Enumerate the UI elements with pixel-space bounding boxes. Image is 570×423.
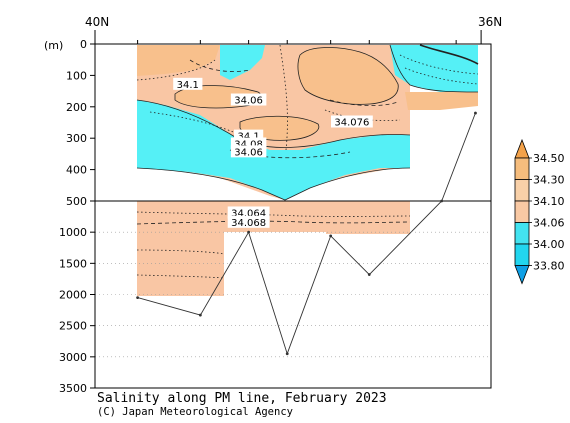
contour-label-bg (227, 215, 270, 228)
contour-dot-7 (136, 211, 411, 217)
contour-label: 34.06 (230, 145, 267, 158)
contour-dot-3 (279, 44, 288, 151)
contour-label: 34.06 (230, 93, 267, 107)
colorbar-label: 34.30 (533, 174, 565, 187)
fill-mid-lower-right (224, 201, 410, 234)
depth-tick-label: 3500 (59, 382, 87, 395)
sea-floor-point (136, 296, 140, 300)
axis-frame (94, 43, 492, 389)
contour-label: 34.068 (227, 215, 270, 229)
contour-label-text: 34.06 (234, 147, 263, 158)
contour-label-bg (230, 93, 267, 106)
plot-frame (94, 43, 492, 389)
contour-label-bg (330, 115, 373, 128)
contour-label: 34.1 (173, 77, 203, 91)
colorbar-top-arrow (514, 138, 530, 159)
colorbar-label: 34.00 (533, 238, 565, 251)
contour-thick-ne (419, 44, 479, 65)
station-ticks (94, 30, 482, 44)
contour-dot-6 (404, 67, 479, 85)
sea-floor-point (329, 234, 333, 238)
contour-solid-1 (136, 99, 411, 148)
sea-floor-line (137, 112, 476, 356)
depth-ticks: 0 100 200 300 400 500 1000 1500 2000 2500 3000 3500 (59, 38, 95, 395)
contour-label-text: 34.06 (234, 96, 263, 107)
colorbar-segment (514, 243, 530, 266)
y-axis-unit-label: (m) (44, 39, 63, 52)
contour-label-text: 34.1 (237, 132, 259, 143)
contour-solid-6 (389, 44, 479, 93)
chart-title: Salinity along PM line, February 2023 (97, 391, 387, 406)
colorbar-label: 34.06 (533, 217, 565, 230)
chart-credit: (C) Japan Meteorological Agency (97, 406, 293, 418)
fill-low-upper (137, 100, 410, 200)
colorbar-segment (514, 179, 530, 202)
depth-tick-label: 1000 (59, 226, 87, 239)
colorbar: 34.50 34.30 34.10 34.06 34.00 33.80 (514, 138, 565, 285)
depth-tick-label: 200 (66, 101, 87, 114)
contour-dash-2 (329, 99, 399, 107)
depth-tick-label: 1500 (59, 257, 87, 270)
contour-solid-3 (297, 47, 399, 105)
contour-dot-5 (399, 54, 479, 75)
contour-labels: 34.134.0634.07634.134.0834.0634.06434.06… (173, 77, 373, 229)
depth-tick-label: 300 (66, 132, 87, 145)
colorbar-segment (514, 200, 530, 223)
fill-mid-lower-left (137, 201, 224, 296)
fill-low-upper-right (390, 45, 478, 92)
sea-floor-point (474, 111, 477, 115)
fill-high-far-right (405, 92, 478, 110)
sea-floor-point (247, 230, 251, 234)
contour-dash-4 (136, 220, 411, 225)
contour-label: 34.076 (330, 115, 373, 129)
contour-dot-9 (136, 274, 225, 279)
sea-floor-point (367, 273, 371, 276)
sea-floor-point (285, 352, 289, 356)
contour-label-bg (173, 77, 203, 90)
depth-tick-label: 100 (66, 69, 87, 82)
contour-dash-1 (189, 59, 251, 72)
contour-label-text: 34.076 (334, 118, 369, 129)
sea-floor-point (440, 199, 444, 203)
colorbar-segment (514, 222, 530, 245)
colorbar-label: 34.10 (533, 195, 565, 208)
lat-label-left: 40N (85, 15, 109, 29)
contour-label-text: 34.068 (231, 218, 266, 229)
colorbar-bottom-arrow (514, 265, 530, 285)
depth-tick-label: 3000 (59, 351, 87, 364)
contour-label-text: 34.064 (231, 208, 266, 219)
contour-lines (136, 44, 479, 279)
sea-floor-point (198, 313, 202, 317)
contour-dot-8 (136, 249, 225, 255)
contour-label-text: 34.1 (177, 80, 199, 91)
lat-label-right: 36N (478, 15, 502, 29)
contour-label-bg (227, 206, 270, 219)
colorbar-label: 34.50 (533, 152, 565, 165)
contour-label-bg (230, 145, 267, 158)
contour-dot-1 (136, 59, 216, 81)
contour-dot-4 (324, 109, 401, 121)
contour-label: 34.064 (227, 206, 270, 219)
colorbar-label: 33.80 (533, 260, 565, 273)
salinity-fill-regions (137, 45, 478, 296)
contour-dash-3 (229, 149, 351, 159)
colorbar-segment (514, 157, 530, 180)
depth-tick-label: 2500 (59, 320, 87, 333)
fill-high-top-left (137, 45, 220, 76)
contour-label-text: 34.08 (234, 139, 263, 150)
depth-tick-label: 2000 (59, 289, 87, 302)
depth-tick-label: 0 (80, 38, 87, 51)
depth-tick-label: 500 (66, 195, 87, 208)
contour-solid-2 (136, 167, 411, 201)
fill-high-right (297, 47, 399, 105)
depth-tick-label: 400 (66, 164, 87, 177)
